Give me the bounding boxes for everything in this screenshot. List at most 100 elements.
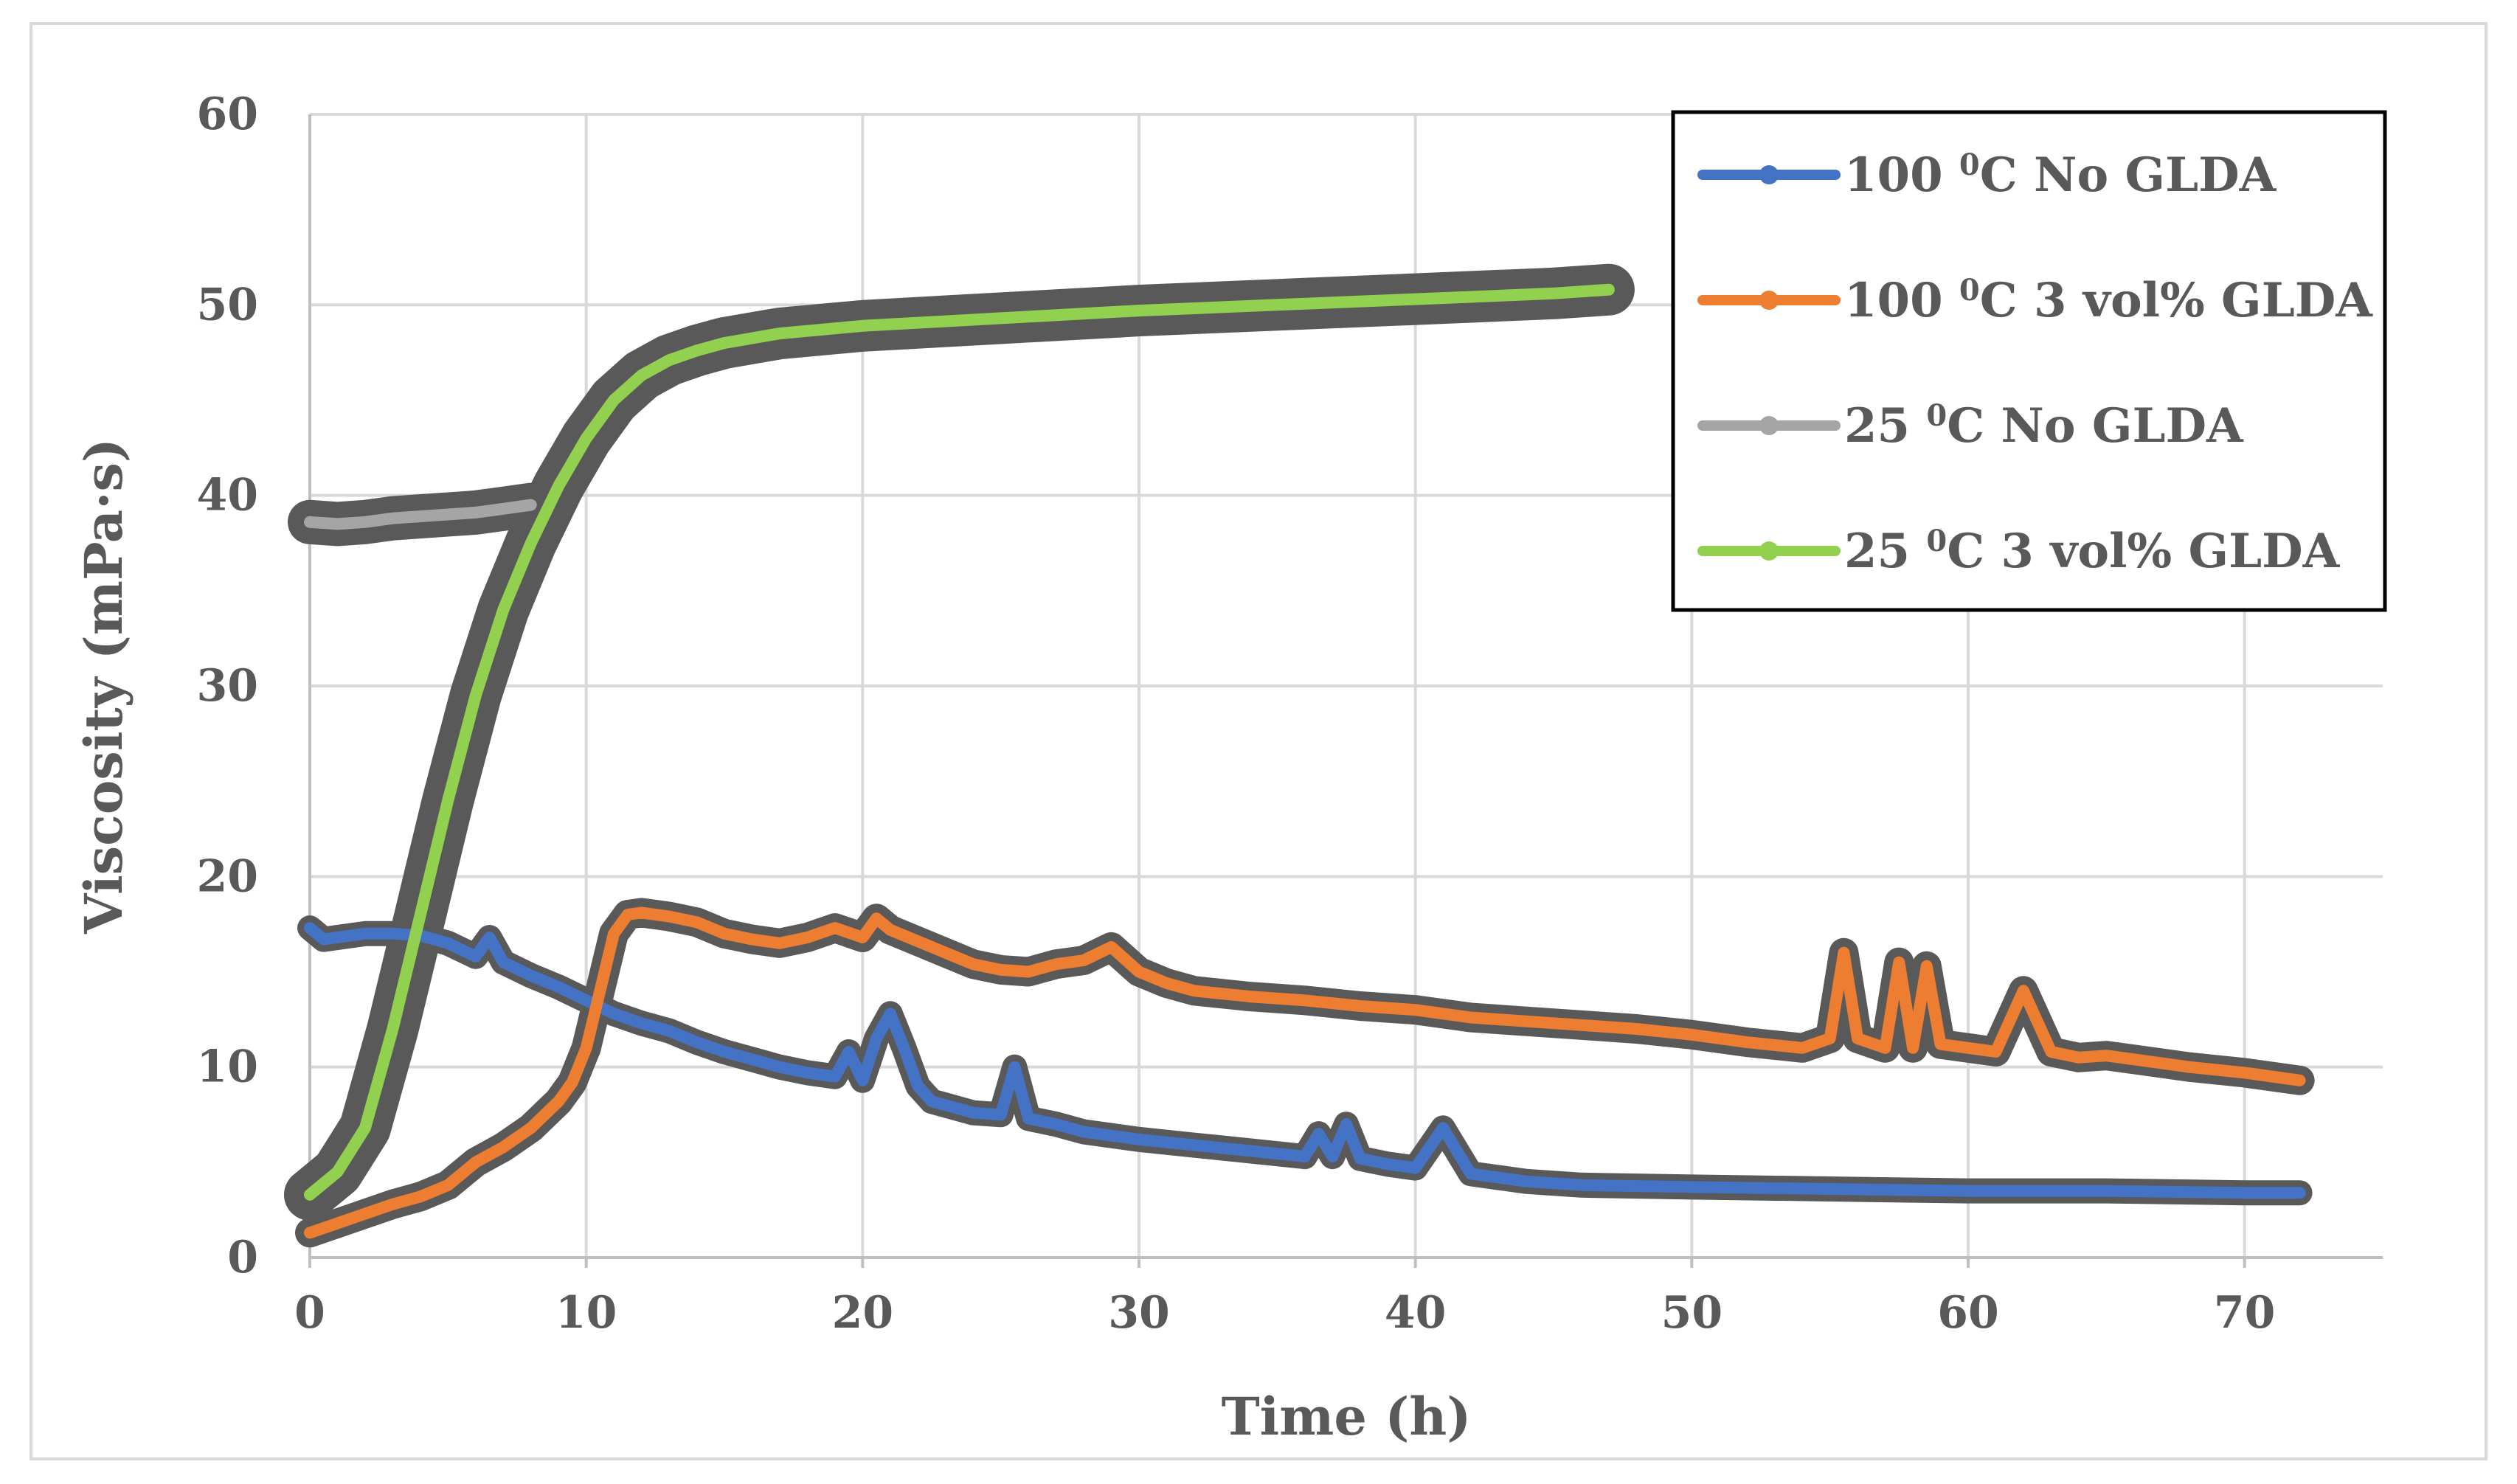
x-tick-label: 10 — [555, 1287, 617, 1339]
data-point — [484, 932, 495, 943]
data-point — [1465, 1012, 1476, 1023]
data-point — [332, 1218, 343, 1229]
data-point — [498, 957, 509, 968]
data-point — [1106, 941, 1117, 952]
data-point — [1079, 955, 1090, 965]
data-point — [2128, 1054, 2139, 1065]
data-point — [1009, 1061, 1020, 1072]
data-point — [443, 795, 454, 805]
data-point — [719, 1047, 730, 1057]
data-point — [664, 911, 675, 922]
data-point — [1465, 1168, 1476, 1179]
data-point — [332, 932, 343, 943]
data-point — [1824, 1033, 1835, 1044]
data-point — [1023, 966, 1034, 977]
tick-labels: 0 10 20 30 40 50 60 0 10 20 30 40 50 60 70 — [197, 89, 2276, 1339]
data-point — [829, 923, 840, 934]
data-point — [1631, 1024, 1642, 1034]
data-point — [2101, 1050, 2112, 1061]
data-point — [2239, 1067, 2250, 1078]
data-point — [968, 959, 979, 970]
data-point — [636, 1018, 647, 1029]
x-tick-label: 60 — [1937, 1287, 1999, 1339]
data-point — [774, 328, 785, 339]
data-point — [2101, 1185, 2112, 1196]
data-point — [305, 516, 315, 527]
data-point — [305, 1189, 315, 1200]
data-point — [305, 1227, 315, 1238]
data-point — [415, 511, 426, 522]
data-point — [1313, 1128, 1324, 1140]
data-point — [498, 1142, 509, 1153]
data-point — [2184, 1061, 2195, 1072]
data-point — [2046, 1047, 2057, 1057]
data-point — [829, 1071, 840, 1082]
data-point — [1520, 1016, 1531, 1027]
data-point — [359, 1208, 370, 1219]
data-point — [747, 1054, 758, 1065]
x-tick-label: 20 — [832, 1287, 894, 1339]
data-point — [747, 934, 758, 945]
data-point — [443, 937, 454, 949]
data-point — [567, 1077, 578, 1088]
data-point — [581, 1042, 592, 1053]
legend-entry-label: 25 0C No GLDA — [1844, 398, 2244, 454]
data-point — [940, 1100, 951, 1111]
data-point — [995, 964, 1006, 975]
data-point — [913, 936, 924, 947]
data-point — [387, 1024, 398, 1034]
data-point — [1921, 960, 1932, 971]
data-point — [871, 913, 882, 924]
x-tick-label: 50 — [1661, 1287, 1723, 1339]
data-point — [1134, 966, 1144, 977]
data-point — [1244, 991, 1255, 1002]
legend-entry-label: 25 0C 3 vol% GLDA — [1844, 524, 2341, 579]
data-point — [609, 928, 620, 939]
data-point — [719, 338, 730, 348]
data-point — [1272, 299, 1283, 311]
data-point — [609, 395, 620, 406]
data-point — [664, 355, 675, 366]
data-point — [1410, 294, 1421, 305]
data-point — [1824, 1184, 1835, 1194]
data-point — [622, 909, 633, 920]
data-point — [553, 1096, 564, 1107]
y-tick-label: 30 — [197, 660, 259, 712]
y-axis-title: Viscosity (mPa·s) — [73, 438, 134, 935]
data-point — [443, 1179, 454, 1190]
data-point — [553, 982, 564, 993]
data-point — [664, 1025, 675, 1036]
legend-swatch-marker — [1759, 165, 1779, 184]
data-point — [1410, 1162, 1421, 1173]
data-point — [359, 1123, 370, 1134]
data-point — [525, 970, 536, 981]
data-point — [2294, 1187, 2305, 1199]
data-point — [719, 928, 730, 939]
data-point — [1576, 1179, 1587, 1190]
data-point — [927, 1096, 937, 1107]
data-point — [1410, 1005, 1421, 1016]
data-point — [1963, 1185, 1973, 1196]
data-point — [1548, 288, 1559, 299]
data-point — [443, 509, 454, 520]
series-line — [304, 906, 2306, 1239]
data-point — [498, 604, 509, 615]
data-point — [318, 934, 329, 945]
data-point — [1161, 978, 1172, 988]
data-point — [913, 1081, 924, 1092]
series-layer — [284, 263, 2315, 1248]
data-point — [595, 985, 606, 996]
series-line — [304, 283, 1615, 1201]
y-tick-label: 10 — [197, 1041, 259, 1093]
y-tick-label: 40 — [197, 470, 259, 521]
data-point — [802, 932, 813, 943]
data-point — [1050, 959, 1062, 970]
data-point — [470, 951, 481, 962]
data-point — [581, 995, 592, 1006]
x-tick-label: 40 — [1385, 1287, 1447, 1339]
data-point — [1023, 1113, 1034, 1124]
data-point — [305, 923, 315, 934]
axes — [308, 114, 2383, 1268]
data-point — [1686, 1182, 1697, 1193]
data-point — [857, 932, 868, 943]
